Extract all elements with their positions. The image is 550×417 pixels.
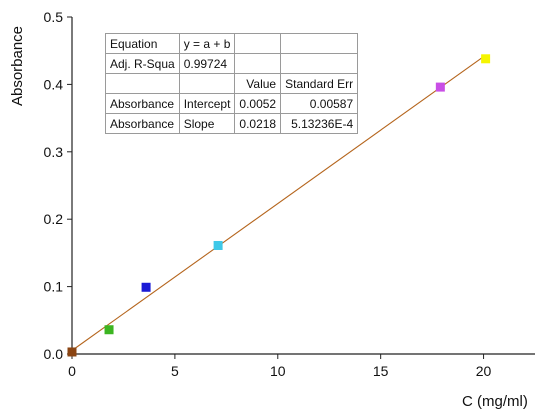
stats-row: Absorbance Slope 0.0218 5.13236E-4 [105,113,359,134]
x-tick-label: 5 [171,363,179,379]
stats-cell: Absorbance [105,113,180,134]
stats-cell: Equation [105,33,180,54]
stats-row: Equation y = a + b [105,33,359,54]
x-tick-label: 20 [476,363,492,379]
fit-stats-table: Equation y = a + b Adj. R-Squa 0.99724 Value… [105,33,359,134]
stats-cell: Slope [178,113,236,134]
x-tick-label: 0 [68,363,76,379]
stats-cell [234,33,282,54]
data-point [481,54,491,64]
x-tick-label: 15 [373,363,389,379]
y-axis-title: Absorbance [9,26,26,106]
stats-cell [280,53,359,74]
stats-row: Value Standard Err [105,73,359,94]
stats-cell: 5.13236E-4 [280,113,359,134]
stats-cell: Adj. R-Squa [105,53,180,74]
linear-fit-line [71,54,486,351]
stats-cell [234,53,282,74]
y-tick-label: 0.5 [44,9,64,25]
x-tick-label: 10 [270,363,286,379]
data-point [67,347,77,357]
stats-cell: 0.0052 [234,93,282,114]
stats-cell: 0.00587 [280,93,359,114]
stats-cell [178,73,236,94]
y-tick-label: 0.0 [44,346,64,362]
stats-cell: Intercept [178,93,236,114]
y-tick-label: 0.1 [44,279,64,295]
stats-cell [105,73,180,94]
data-point [213,240,223,250]
y-tick-label: 0.3 [44,144,64,160]
stats-cell: Standard Err [280,73,359,94]
data-point [435,82,445,92]
stats-cell: y = a + b [178,33,236,54]
data-point [104,325,114,335]
y-tick-label: 0.4 [44,76,64,92]
data-point [141,282,151,292]
stats-cell: Value [234,73,282,94]
stats-row: Adj. R-Squa 0.99724 [105,53,359,74]
x-axis-title: C (mg/ml) [462,393,528,410]
stats-cell [280,33,359,54]
stats-cell: 0.0218 [234,113,282,134]
stats-cell: Absorbance [105,93,180,114]
stats-row: Absorbance Intercept 0.0052 0.00587 [105,93,359,114]
y-tick-label: 0.2 [44,211,64,227]
stats-cell: 0.99724 [178,53,236,74]
